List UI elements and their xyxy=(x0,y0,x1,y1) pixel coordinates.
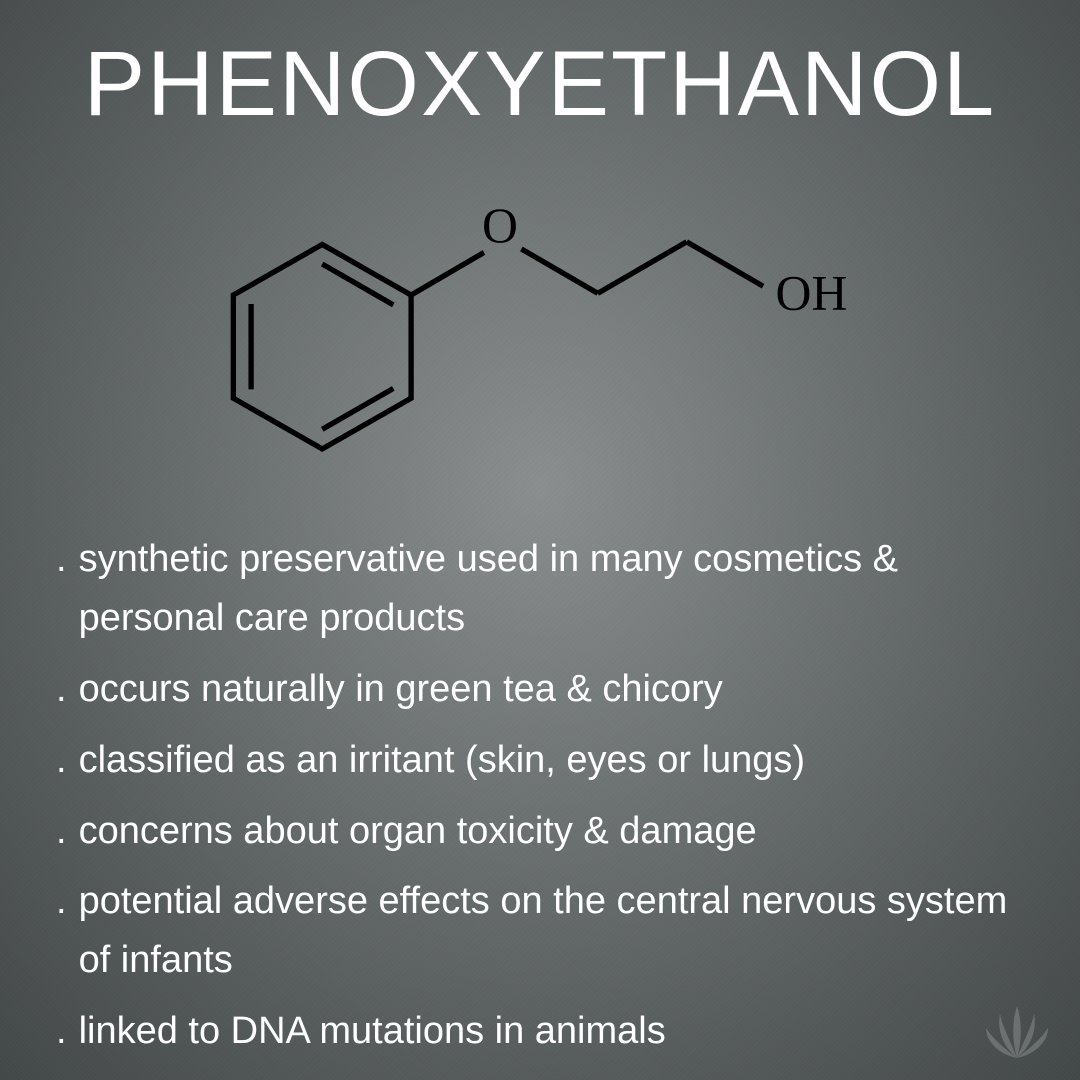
list-item-text: classified as an irritant (skin, eyes or… xyxy=(79,731,806,790)
list-item: . classified as an irritant (skin, eyes … xyxy=(56,731,1024,790)
list-item: . potential adverse effects on the centr… xyxy=(56,872,1024,990)
bullet-dot: . xyxy=(56,802,67,861)
svg-text:O: O xyxy=(482,198,518,253)
list-item-text: concerns about organ toxicity & damage xyxy=(79,802,757,861)
page-title: PHENOXYETHANOL xyxy=(0,32,1080,137)
list-item: . concerns about organ toxicity & damage xyxy=(56,802,1024,861)
list-item: . synthetic preservative used in many co… xyxy=(56,530,1024,648)
list-item: . linked to DNA mutations in animals xyxy=(56,1002,1024,1061)
bullet-list: . synthetic preservative used in many co… xyxy=(56,530,1024,1073)
svg-text:OH: OH xyxy=(776,265,848,320)
list-item-text: occurs naturally in green tea & chicory xyxy=(79,660,723,719)
list-item: . occurs naturally in green tea & chicor… xyxy=(56,660,1024,719)
bullet-dot: . xyxy=(56,1002,67,1061)
list-item-text: potential adverse effects on the central… xyxy=(79,872,1024,990)
bullet-dot: . xyxy=(56,872,67,931)
bullet-dot: . xyxy=(56,660,67,719)
lotus-logo-icon xyxy=(972,996,1062,1066)
molecule-diagram: O OH xyxy=(120,160,880,480)
list-item-text: linked to DNA mutations in animals xyxy=(79,1002,666,1061)
list-item-text: synthetic preservative used in many cosm… xyxy=(79,530,1024,648)
bullet-dot: . xyxy=(56,530,67,589)
bullet-dot: . xyxy=(56,731,67,790)
